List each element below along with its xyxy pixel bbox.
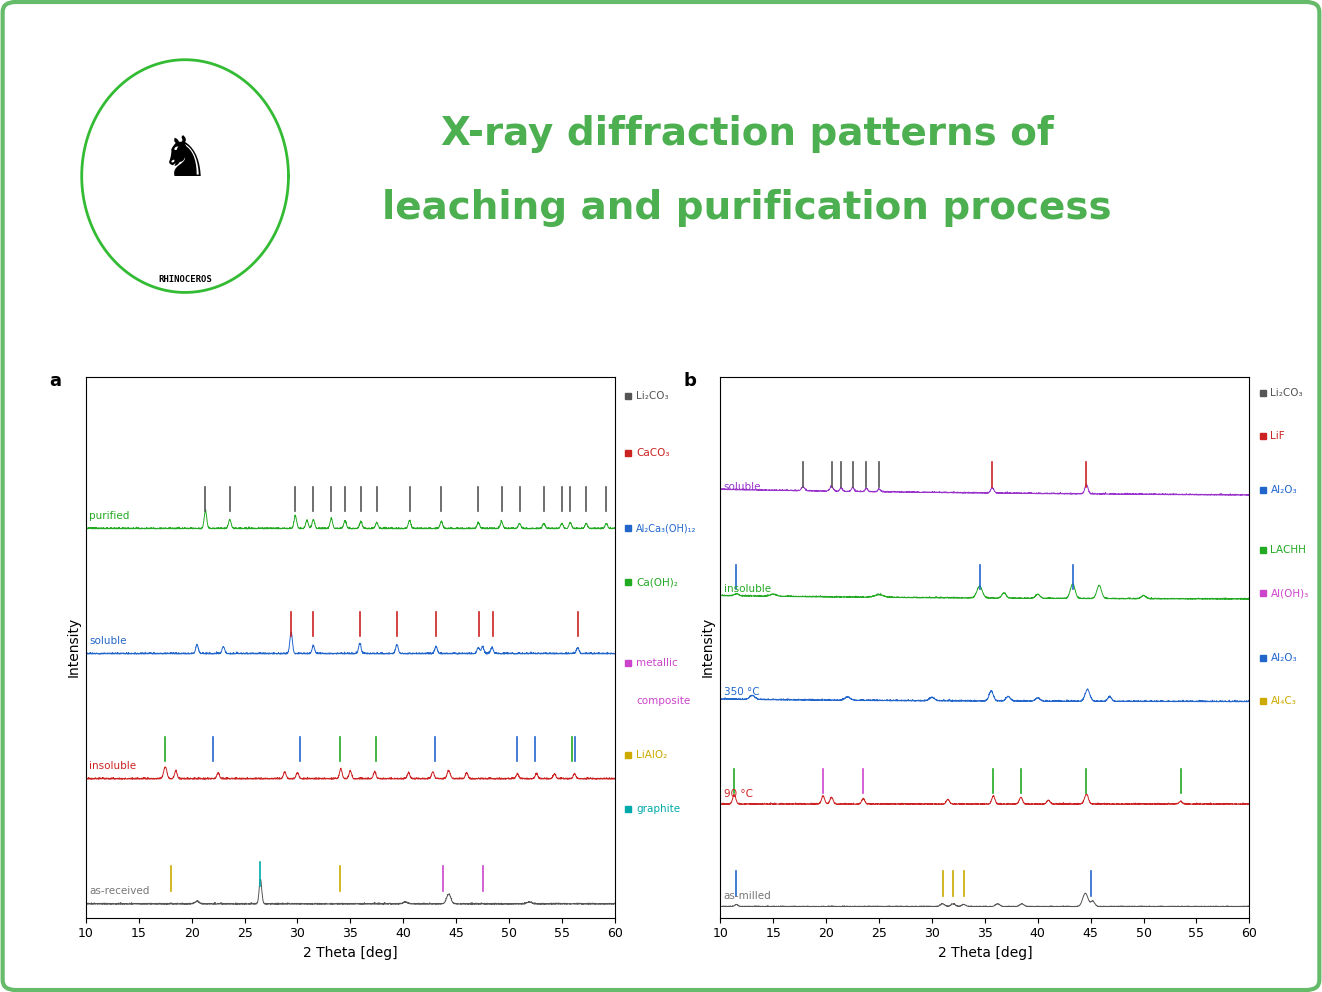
X-axis label: 2 Theta [deg]: 2 Theta [deg]: [303, 946, 398, 960]
Text: as-milled: as-milled: [723, 891, 772, 901]
Text: a: a: [49, 372, 61, 390]
Text: Ca(OH)₂: Ca(OH)₂: [636, 577, 678, 587]
Text: leaching and purification process: leaching and purification process: [382, 189, 1112, 227]
Text: LACHH: LACHH: [1270, 545, 1306, 555]
Text: purified: purified: [89, 511, 130, 521]
Text: as-received: as-received: [89, 886, 149, 896]
Text: graphite: graphite: [636, 805, 680, 814]
Text: b: b: [683, 372, 697, 390]
Text: X-ray diffraction patterns of: X-ray diffraction patterns of: [440, 115, 1054, 153]
Text: soluble: soluble: [89, 636, 127, 646]
Text: Al₄C₃: Al₄C₃: [1270, 696, 1297, 706]
Text: Al₂O₃: Al₂O₃: [1270, 485, 1297, 495]
Text: 90 °C: 90 °C: [723, 789, 752, 799]
Text: insoluble: insoluble: [89, 761, 136, 771]
Text: RHINOCEROS: RHINOCEROS: [159, 276, 212, 285]
Text: 350 °C: 350 °C: [723, 686, 759, 696]
Text: LiAlO₂: LiAlO₂: [636, 750, 668, 761]
X-axis label: 2 Theta [deg]: 2 Theta [deg]: [937, 946, 1032, 960]
Text: metallic: metallic: [636, 659, 678, 669]
Text: soluble: soluble: [723, 482, 761, 492]
Text: insoluble: insoluble: [723, 584, 771, 594]
Y-axis label: Intensity: Intensity: [701, 617, 715, 678]
Text: ♞: ♞: [160, 134, 210, 187]
Y-axis label: Intensity: Intensity: [66, 617, 81, 678]
Text: CaCO₃: CaCO₃: [636, 447, 669, 457]
Text: Al₂O₃: Al₂O₃: [1270, 653, 1297, 663]
Text: Al(OH)₃: Al(OH)₃: [1270, 588, 1309, 598]
Text: Al₂Ca₃(OH)₁₂: Al₂Ca₃(OH)₁₂: [636, 524, 697, 534]
Text: Li₂CO₃: Li₂CO₃: [636, 391, 669, 401]
Text: Li₂CO₃: Li₂CO₃: [1270, 388, 1303, 398]
Text: composite: composite: [636, 696, 690, 706]
Text: LiF: LiF: [1270, 432, 1285, 441]
